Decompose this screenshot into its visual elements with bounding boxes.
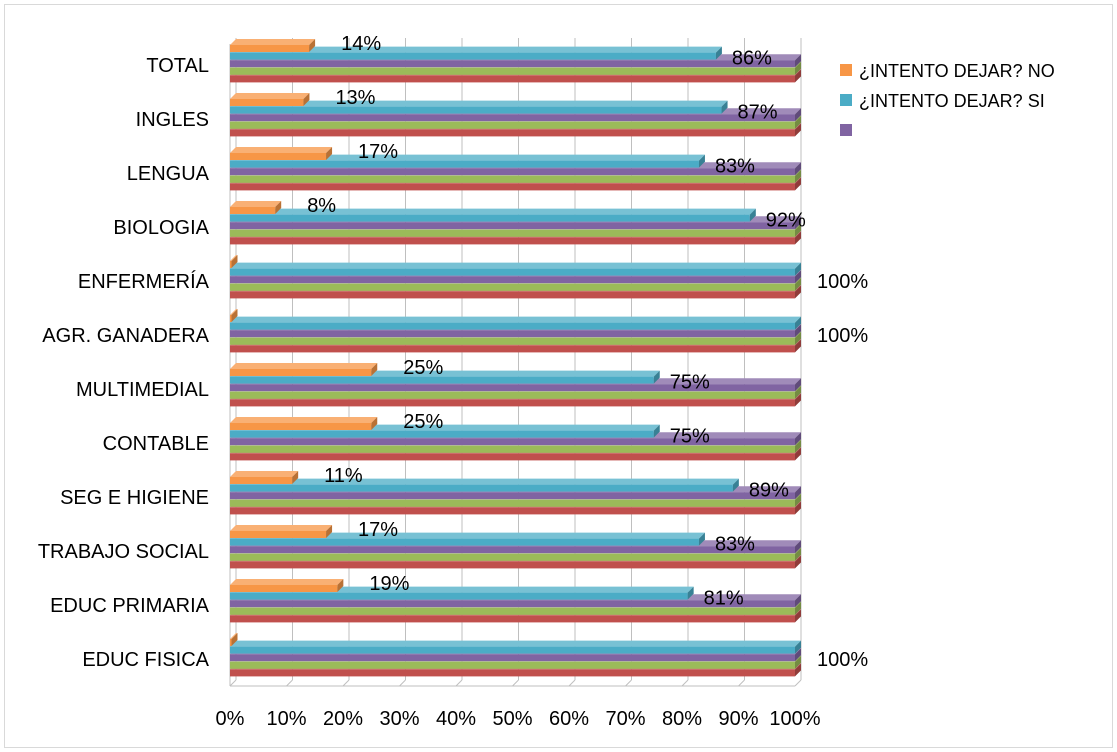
x-tick-label: 40%: [436, 708, 476, 730]
floor-gridline: [625, 679, 632, 687]
x-tick-label: 90%: [718, 708, 758, 730]
data-label-si: 83%: [715, 156, 755, 178]
bar-2: [230, 532, 705, 546]
category-label: AGR. GANADERA: [42, 325, 209, 347]
category-label: MULTIMEDIAL: [76, 379, 209, 401]
floor-gridline: [286, 679, 293, 687]
category-label: ENFERMERÍA: [78, 270, 210, 293]
x-tick-labels: 0% 10% 20% 30% 40% 50% 60% 70% 80% 90% 100%: [216, 708, 821, 730]
bar-2: [230, 46, 722, 60]
category-label: TOTAL: [146, 55, 209, 77]
category-label: BIOLOGIA: [113, 217, 209, 239]
data-label-no: 17%: [358, 519, 398, 541]
category-label: EDUC FISICA: [82, 649, 209, 671]
bar-1: [230, 417, 378, 430]
data-label-no: 17%: [358, 141, 398, 163]
floor-gridline: [738, 679, 745, 687]
category-label: TRABAJO SOCIAL: [38, 541, 209, 563]
x-tick-label: 10%: [266, 708, 306, 730]
floor-gridline: [681, 679, 689, 687]
x-tick-label: 50%: [492, 708, 532, 730]
data-label-no: 11%: [324, 465, 363, 487]
data-labels: 14% 86% 13% 87% 17% 83% 8% 92% 100% 100% 25% 75% 25%…: [307, 33, 868, 671]
category-label: LENGUA: [127, 163, 210, 185]
data-label-si: 100%: [817, 325, 868, 347]
floor-gridline: [794, 679, 802, 687]
data-label-si: 100%: [817, 649, 868, 671]
bar-1: [230, 201, 282, 214]
x-tick-label: 70%: [605, 708, 645, 730]
bar-1: [230, 93, 310, 106]
legend: ¿INTENTO DEJAR? NO ¿INTENTO DEJAR? SI: [840, 61, 1055, 136]
legend-swatch: [840, 124, 852, 136]
bar-1: [230, 579, 344, 592]
floor-gridline: [342, 679, 350, 687]
chart-frame: [4, 4, 1113, 748]
data-label-no: 8%: [307, 195, 336, 217]
legend-swatch: [840, 94, 852, 106]
data-label-no: 19%: [369, 573, 409, 595]
data-label-no: 25%: [403, 357, 443, 379]
bar-2: [230, 262, 801, 276]
x-tick-label: 80%: [662, 708, 702, 730]
data-label-si: 83%: [715, 534, 755, 556]
data-label-si: 75%: [670, 426, 710, 448]
legend-swatch: [840, 64, 852, 76]
category-label: CONTABLE: [103, 433, 209, 455]
data-label-no: 14%: [341, 33, 381, 55]
x-tick-label: 100%: [769, 708, 820, 730]
data-label-si: 75%: [670, 372, 710, 394]
bar-2: [230, 154, 705, 168]
bar-2: [230, 478, 739, 492]
grid: [229, 38, 802, 687]
category-labels: TOTAL INGLES LENGUA BIOLOGIA ENFERMERÍA AGR. …: [38, 55, 210, 671]
data-label-si: 81%: [704, 588, 744, 610]
data-label-no: 13%: [335, 87, 375, 109]
bar-2: [230, 640, 801, 654]
x-tick-label: 60%: [549, 708, 589, 730]
data-label-si: 89%: [749, 480, 789, 502]
data-label-si: 92%: [766, 210, 806, 232]
bar-2: [230, 586, 694, 600]
legend-label: ¿INTENTO DEJAR? SI: [859, 91, 1045, 111]
bar-1: [230, 633, 238, 646]
floor-gridline: [399, 679, 406, 687]
data-label-si: 86%: [732, 48, 772, 70]
legend-label: ¿INTENTO DEJAR? NO: [859, 61, 1055, 81]
category-label: SEG E HIGIENE: [60, 487, 209, 509]
category-label: EDUC PRIMARIA: [50, 595, 210, 617]
floor-gridline: [229, 679, 237, 687]
bars: [230, 39, 801, 677]
x-tick-label: 20%: [323, 708, 363, 730]
x-tick-label: 30%: [379, 708, 419, 730]
bar-1: [230, 255, 238, 268]
bar-1: [230, 525, 333, 538]
x-tick-label: 0%: [216, 708, 245, 730]
bar-1: [230, 363, 378, 376]
category-label: INGLES: [136, 109, 209, 131]
floor-gridline: [455, 679, 463, 687]
bar-1: [230, 147, 333, 160]
data-label-si: 87%: [738, 102, 778, 124]
data-label-no: 25%: [403, 411, 443, 433]
bar-2: [230, 316, 801, 330]
bar-1: [230, 471, 299, 484]
floor-gridline: [568, 679, 576, 687]
bar-1: [230, 309, 238, 322]
data-label-si: 100%: [817, 271, 868, 293]
bar-2: [230, 208, 756, 222]
bar-1: [230, 39, 316, 52]
floor-gridline: [512, 679, 519, 687]
bar-2: [230, 100, 728, 114]
